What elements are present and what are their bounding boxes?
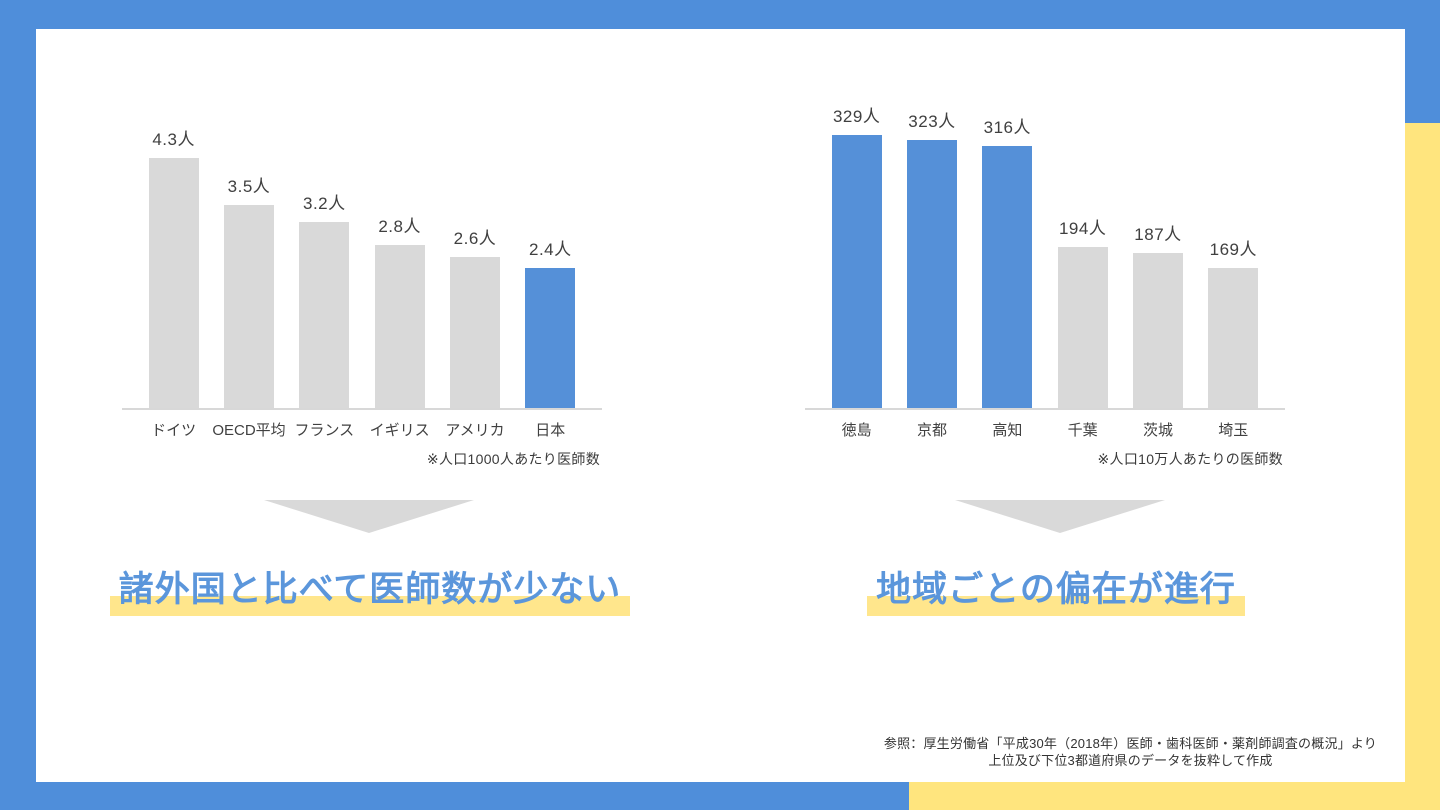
bar bbox=[1208, 268, 1259, 408]
bar-column: 316人 bbox=[970, 99, 1045, 408]
category-axis: 徳島 京都 高知 千葉 茨城 埼玉 bbox=[805, 419, 1285, 440]
bar-column: 323人 bbox=[894, 99, 969, 408]
bar bbox=[1057, 247, 1108, 408]
category-label: ドイツ bbox=[151, 422, 197, 439]
plot-area: 4.3人 3.5人 3.2人 2.8人 2.6人 2.4人 bbox=[122, 122, 602, 410]
bar-column: 2.6人 bbox=[437, 122, 512, 408]
bar-value-label: 3.2人 bbox=[303, 194, 346, 213]
category-label: OECD平均 bbox=[212, 422, 286, 439]
headline-right-text: 地域ごとの偏在が進行 bbox=[867, 570, 1245, 616]
category-label: 徳島 bbox=[841, 422, 872, 439]
bar-value-label: 169人 bbox=[1209, 240, 1257, 259]
chart-note: ※人口10万人あたりの医師数 bbox=[1097, 451, 1283, 467]
bar-value-label: 323人 bbox=[908, 112, 956, 131]
bar-value-label: 2.6人 bbox=[453, 229, 497, 248]
source-line-2: 上位及び下位3都道府県のデータを抜粋して作成 bbox=[988, 753, 1273, 768]
headline-left-text: 諸外国と比べて医師数が少ない bbox=[109, 570, 631, 616]
bar bbox=[1132, 253, 1183, 408]
bar bbox=[299, 222, 350, 408]
accent-band-bottom bbox=[909, 782, 1440, 810]
bar bbox=[906, 140, 957, 408]
bar-column: 2.8人 bbox=[362, 122, 437, 408]
category-label: 高知 bbox=[992, 422, 1023, 439]
down-arrow-icon bbox=[264, 500, 474, 533]
bar bbox=[148, 158, 199, 408]
plot-area: 329人 323人 316人 194人 187人 169人 bbox=[805, 99, 1285, 410]
source-citation: 参照：厚生労働省「平成30年（2018年）医師・歯科医師・薬剤師調査の概況」より… bbox=[884, 735, 1377, 769]
category-label: 日本 bbox=[535, 422, 566, 439]
bar bbox=[374, 245, 425, 408]
headline-left: 諸外国と比べて医師数が少ない bbox=[100, 567, 640, 616]
category-label: アメリカ bbox=[445, 422, 505, 439]
bar-value-label: 3.5人 bbox=[227, 177, 271, 196]
category-label: 茨城 bbox=[1142, 422, 1173, 439]
bar-column: 329人 bbox=[819, 99, 894, 408]
bar bbox=[831, 135, 882, 408]
category-label: フランス bbox=[294, 422, 355, 439]
down-arrow-icon bbox=[955, 500, 1165, 533]
bar-column: 169人 bbox=[1196, 99, 1271, 408]
bar-column: 2.4人 bbox=[513, 122, 588, 408]
accent-band-right bbox=[1405, 123, 1440, 810]
chart-note: ※人口1000人あたり医師数 bbox=[426, 451, 600, 467]
category-axis: ドイツ OECD平均 フランス イギリス アメリカ 日本 bbox=[122, 419, 602, 440]
source-line-1: 参照：厚生労働省「平成30年（2018年）医師・歯科医師・薬剤師調査の概況」より bbox=[883, 736, 1377, 751]
bar-value-label: 2.4人 bbox=[528, 240, 572, 259]
chart-doctors-per-prefecture: 329人 323人 316人 194人 187人 169人 徳島 京都 高知 千葉 茨城 埼玉 ※人… bbox=[805, 99, 1285, 469]
bar-column: 194人 bbox=[1045, 99, 1120, 408]
category-label: 京都 bbox=[916, 422, 947, 439]
category-label: イギリス bbox=[369, 422, 430, 439]
category-label: 千葉 bbox=[1067, 422, 1098, 439]
headline-right: 地域ごとの偏在が進行 bbox=[816, 567, 1296, 616]
bar bbox=[223, 205, 274, 408]
bar-value-label: 329人 bbox=[832, 107, 881, 126]
bar bbox=[449, 257, 500, 408]
bar-column: 3.5人 bbox=[211, 122, 286, 408]
bar-column: 3.2人 bbox=[287, 122, 362, 408]
bar-value-label: 187人 bbox=[1134, 225, 1182, 244]
bar bbox=[982, 146, 1033, 408]
slide-content: 4.3人 3.5人 3.2人 2.8人 2.6人 2.4人 ドイツ OECD平均 フランス イギ… bbox=[36, 29, 1405, 782]
chart-doctors-per-country: 4.3人 3.5人 3.2人 2.8人 2.6人 2.4人 ドイツ OECD平均 フランス イギ… bbox=[122, 122, 602, 469]
category-label: 埼玉 bbox=[1218, 422, 1249, 439]
bar-column: 4.3人 bbox=[136, 122, 211, 408]
bar-value-label: 2.8人 bbox=[378, 217, 421, 236]
bar bbox=[525, 268, 576, 408]
bar-value-label: 194人 bbox=[1058, 219, 1107, 238]
bar-value-label: 316人 bbox=[983, 118, 1031, 137]
bar-column: 187人 bbox=[1120, 99, 1195, 408]
bar-value-label: 4.3人 bbox=[152, 130, 195, 149]
